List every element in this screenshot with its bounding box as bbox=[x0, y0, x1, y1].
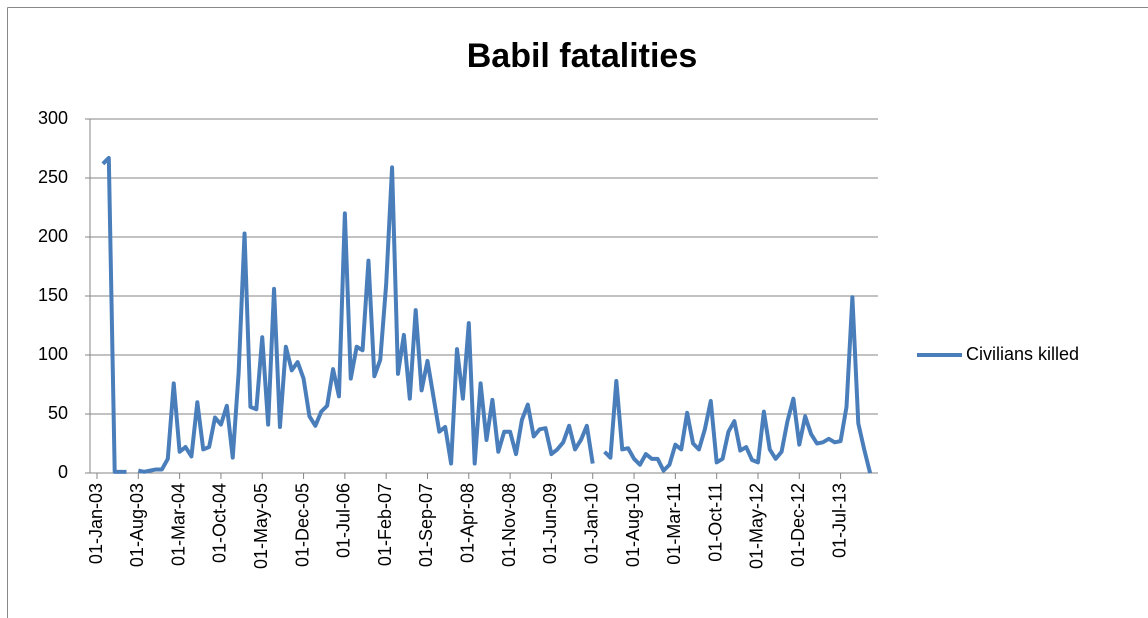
y-tick-label: 50 bbox=[48, 403, 68, 423]
y-tick-label: 250 bbox=[38, 167, 68, 187]
x-tick-label: 01-May-12 bbox=[747, 483, 767, 569]
x-tick-label: 01-Apr-08 bbox=[458, 483, 478, 563]
x-tick-label: 01-Mar-11 bbox=[664, 483, 684, 565]
y-tick-label: 300 bbox=[38, 108, 68, 128]
y-tick-label: 150 bbox=[38, 285, 68, 305]
y-tick-label: 200 bbox=[38, 226, 68, 246]
x-tick-label: 01-Jul-06 bbox=[334, 483, 354, 558]
x-tick-label: 01-Sep-07 bbox=[416, 483, 436, 567]
series-line bbox=[101, 155, 873, 474]
x-tick-label: 01-Nov-08 bbox=[499, 483, 519, 567]
x-tick-label: 01-Jan-10 bbox=[581, 483, 601, 564]
x-tick-label: 01-Oct-04 bbox=[210, 483, 230, 563]
x-tick-label: 01-Jan-03 bbox=[86, 483, 106, 564]
x-tick-label: 01-Feb-07 bbox=[375, 483, 395, 566]
x-tick-label: 01-Oct-11 bbox=[705, 483, 725, 562]
y-tick-label: 0 bbox=[58, 462, 68, 482]
x-tick-label: 01-Jun-09 bbox=[540, 483, 560, 564]
x-tick-label: 01-Aug-10 bbox=[623, 483, 643, 567]
x-tick-label: 01-Dec-12 bbox=[788, 483, 808, 567]
legend-label: Civilians killed bbox=[966, 344, 1079, 364]
x-tick-label: 01-Jul-13 bbox=[829, 483, 849, 558]
x-tick-label: 01-Mar-04 bbox=[168, 483, 188, 566]
chart-title: Babil fatalities bbox=[467, 37, 698, 75]
y-tick-label: 100 bbox=[38, 344, 68, 364]
x-tick-label: 01-Dec-05 bbox=[292, 483, 312, 567]
x-tick-label: 01-Aug-03 bbox=[127, 483, 147, 567]
x-tick-label: 01-May-05 bbox=[251, 483, 271, 569]
